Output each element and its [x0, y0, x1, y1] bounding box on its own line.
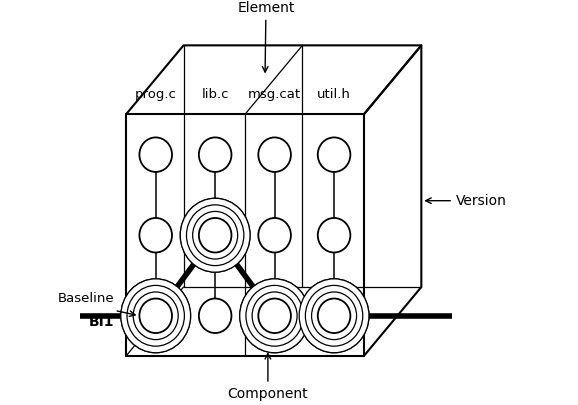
Text: prog.c: prog.c [135, 88, 177, 101]
Ellipse shape [312, 292, 357, 340]
Text: Baseline: Baseline [58, 292, 114, 305]
Ellipse shape [258, 298, 291, 333]
Ellipse shape [258, 218, 291, 252]
Ellipse shape [133, 292, 178, 340]
Ellipse shape [192, 211, 238, 259]
Ellipse shape [199, 298, 231, 333]
Ellipse shape [139, 298, 172, 333]
Ellipse shape [133, 292, 178, 340]
Ellipse shape [318, 137, 350, 172]
Ellipse shape [318, 298, 350, 333]
Ellipse shape [127, 286, 184, 346]
Ellipse shape [318, 218, 350, 252]
Ellipse shape [252, 292, 297, 340]
Ellipse shape [139, 218, 172, 252]
Ellipse shape [139, 137, 172, 172]
Ellipse shape [187, 205, 244, 266]
Ellipse shape [199, 218, 231, 252]
Ellipse shape [180, 198, 250, 272]
Ellipse shape [121, 279, 191, 353]
Ellipse shape [240, 279, 309, 353]
Ellipse shape [246, 286, 303, 346]
Ellipse shape [305, 286, 363, 346]
Ellipse shape [299, 279, 369, 353]
Ellipse shape [258, 137, 291, 172]
Text: BI1: BI1 [89, 315, 114, 329]
Ellipse shape [199, 137, 231, 172]
Ellipse shape [127, 286, 184, 346]
Text: util.h: util.h [317, 88, 351, 101]
Ellipse shape [318, 298, 350, 333]
Ellipse shape [192, 211, 238, 259]
Ellipse shape [312, 292, 357, 340]
Ellipse shape [187, 205, 244, 266]
Text: Element: Element [238, 1, 295, 72]
Text: Component: Component [228, 354, 308, 401]
Text: Version: Version [425, 194, 507, 208]
Ellipse shape [252, 292, 297, 340]
Text: lib.c: lib.c [201, 88, 229, 101]
Ellipse shape [199, 218, 231, 252]
Ellipse shape [305, 286, 363, 346]
Ellipse shape [299, 279, 369, 353]
Text: msg.cat: msg.cat [248, 88, 301, 101]
Ellipse shape [246, 286, 303, 346]
Ellipse shape [180, 198, 250, 272]
Ellipse shape [258, 298, 291, 333]
Ellipse shape [240, 279, 309, 353]
Ellipse shape [139, 298, 172, 333]
Ellipse shape [121, 279, 191, 353]
